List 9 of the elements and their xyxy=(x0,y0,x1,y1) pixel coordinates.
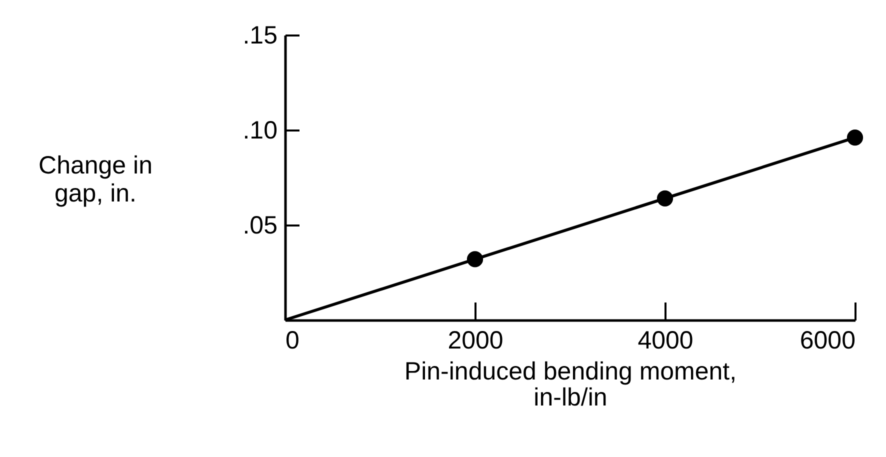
x-axis-title: Pin-induced bending moment, in-lb/in xyxy=(404,358,737,412)
y-tick-label: .05 xyxy=(242,212,278,240)
y-axis-title: Change in gap, in. xyxy=(38,152,152,208)
x-tick-label: 0 xyxy=(286,326,300,354)
x-tick-label: 2000 xyxy=(448,326,504,354)
y-tick-label: .15 xyxy=(242,22,278,50)
y-tick-label: .10 xyxy=(242,116,278,144)
x-tick-label: 4000 xyxy=(638,326,694,354)
x-tick-label: 6000 xyxy=(800,326,856,354)
